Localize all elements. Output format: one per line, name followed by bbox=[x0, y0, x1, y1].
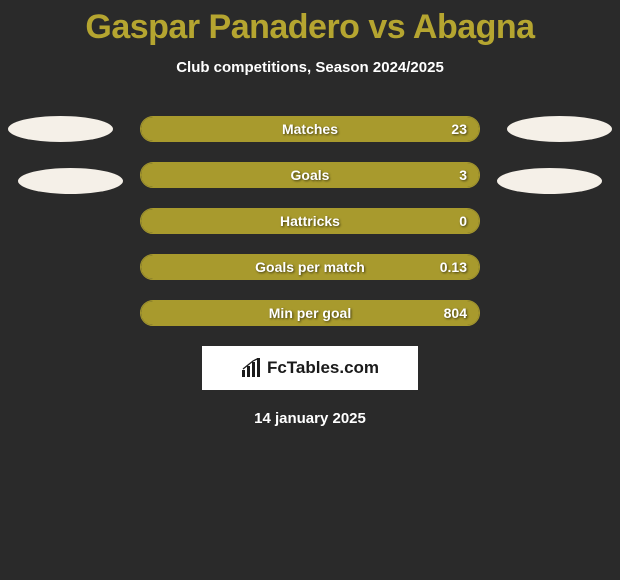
bars-icon bbox=[241, 358, 263, 378]
stat-bars: Matches 23 Goals 3 Hattricks 0 Goals per… bbox=[140, 116, 480, 326]
player-photo-placeholder-right-1 bbox=[507, 116, 612, 142]
stat-label: Min per goal bbox=[141, 301, 479, 325]
stat-value: 0.13 bbox=[440, 255, 467, 279]
stat-value: 0 bbox=[459, 209, 467, 233]
stat-row-goals: Goals 3 bbox=[140, 162, 480, 188]
page-title: Gaspar Panadero vs Abagna bbox=[0, 0, 620, 47]
page-subtitle: Club competitions, Season 2024/2025 bbox=[0, 59, 620, 76]
stat-label: Goals per match bbox=[141, 255, 479, 279]
brand-box: FcTables.com bbox=[202, 346, 418, 390]
player-photo-placeholder-right-2 bbox=[497, 168, 602, 194]
stat-value: 23 bbox=[451, 117, 467, 141]
stat-value: 804 bbox=[444, 301, 467, 325]
stat-value: 3 bbox=[459, 163, 467, 187]
stat-label: Matches bbox=[141, 117, 479, 141]
stat-label: Goals bbox=[141, 163, 479, 187]
stat-row-matches: Matches 23 bbox=[140, 116, 480, 142]
brand-text: FcTables.com bbox=[267, 358, 379, 378]
stat-label: Hattricks bbox=[141, 209, 479, 233]
player-photo-placeholder-left-2 bbox=[18, 168, 123, 194]
stat-row-min-per-goal: Min per goal 804 bbox=[140, 300, 480, 326]
stat-row-goals-per-match: Goals per match 0.13 bbox=[140, 254, 480, 280]
stat-row-hattricks: Hattricks 0 bbox=[140, 208, 480, 234]
stats-area: Matches 23 Goals 3 Hattricks 0 Goals per… bbox=[0, 116, 620, 326]
date-line: 14 january 2025 bbox=[0, 410, 620, 427]
player-photo-placeholder-left-1 bbox=[8, 116, 113, 142]
